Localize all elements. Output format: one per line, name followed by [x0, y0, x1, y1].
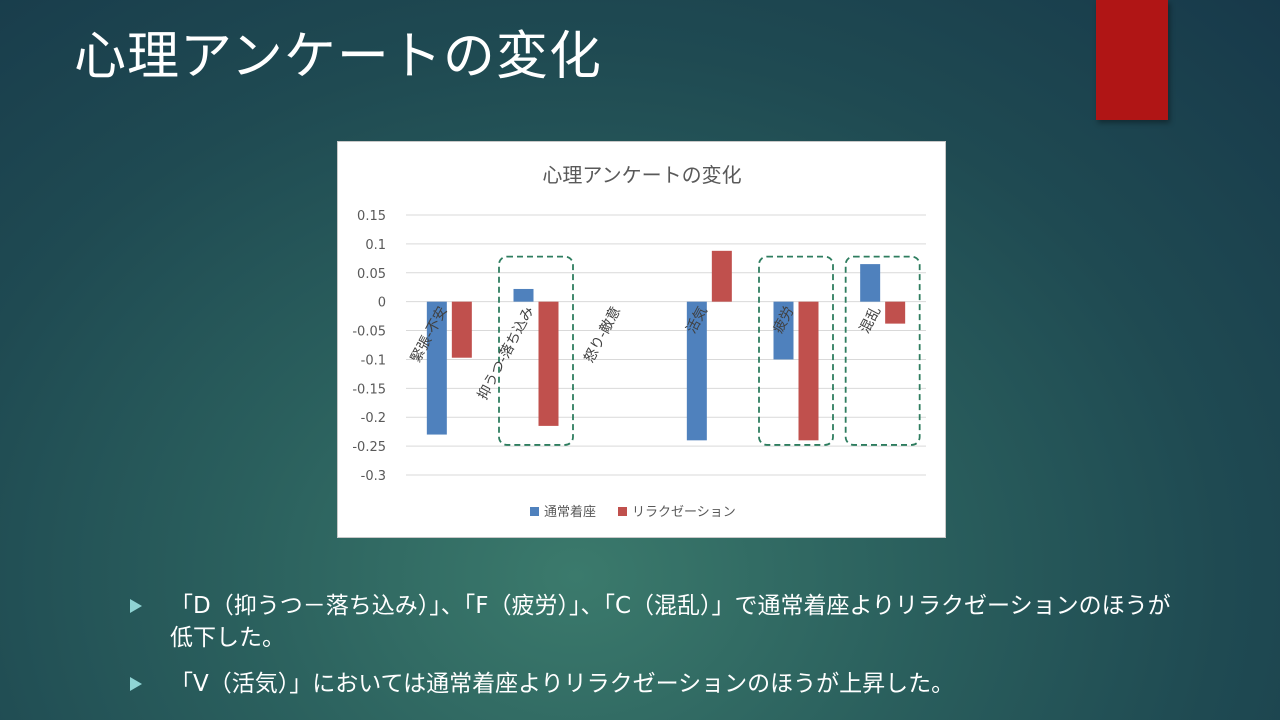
- bar-normal: [773, 301, 794, 360]
- bullet-item: 「V（活気）」においては通常着座よりリラクゼーションのほうが上昇した。: [128, 668, 1188, 700]
- y-tick-label: -0.25: [352, 440, 386, 455]
- category-label: 抑うつ-落ち込み: [475, 304, 538, 403]
- y-tick-label: -0.2: [361, 411, 386, 426]
- chart-title: 心理アンケートの変化: [542, 163, 741, 187]
- highlight-box: [844, 255, 921, 446]
- bullet-text: 「V（活気）」においては通常着座よりリラクゼーションのほうが上昇した。: [170, 671, 955, 697]
- legend-swatch: [618, 507, 627, 516]
- bar-relax: [885, 301, 906, 324]
- y-tick-label: -0.3: [361, 469, 386, 484]
- accent-bar: [1096, 0, 1168, 120]
- y-tick-label: 0.1: [365, 238, 386, 253]
- bullet-list: 「D（抑うつ－落ち込み）」、「F（疲労）」、「C（混乱）」で通常着座よりリラクゼ…: [128, 590, 1188, 714]
- bar-relax: [451, 301, 472, 358]
- y-tick-label: -0.05: [352, 325, 386, 340]
- triangle-bullet-icon: [130, 599, 142, 613]
- bullet-text: 「D（抑うつ－落ち込み）」、「F（疲労）」、「C（混乱）」で通常着座よりリラクゼ…: [170, 593, 1171, 651]
- bar-normal: [686, 301, 707, 441]
- bullet-item: 「D（抑うつ－落ち込み）」、「F（疲労）」、「C（混乱）」で通常着座よりリラクゼ…: [128, 590, 1188, 654]
- triangle-bullet-icon: [130, 677, 142, 691]
- bar-normal: [860, 264, 881, 302]
- bar-relax: [711, 250, 732, 302]
- y-tick-label: 0.05: [357, 267, 386, 282]
- legend-label: リラクゼーション: [632, 505, 736, 520]
- legend-label: 通常着座: [544, 504, 596, 520]
- highlight-box: [758, 255, 834, 446]
- category-label: 怒り-敵意: [581, 304, 625, 366]
- bar-chart: 心理アンケートの変化 0.15 0.1 0.05 0 -0.05 -0.1 -0.15 -0.2…: [352, 163, 926, 520]
- bar-relax: [538, 301, 559, 426]
- bar-normal: [513, 288, 534, 302]
- bar-relax: [798, 301, 819, 441]
- bar-normal: [426, 301, 447, 435]
- y-tick-label: -0.15: [352, 382, 386, 397]
- slide-title: 心理アンケートの変化: [74, 27, 602, 87]
- y-tick-label: -0.1: [361, 353, 386, 368]
- highlight-box: [498, 255, 574, 446]
- category-label: 混乱: [857, 304, 884, 336]
- chart-container: 心理アンケートの変化 0.15 0.1 0.05 0 -0.05 -0.1 -0.15 -0.2…: [337, 141, 946, 538]
- legend-swatch: [530, 507, 539, 516]
- y-tick-label: 0: [378, 296, 386, 311]
- y-tick-label: 0.15: [357, 209, 386, 224]
